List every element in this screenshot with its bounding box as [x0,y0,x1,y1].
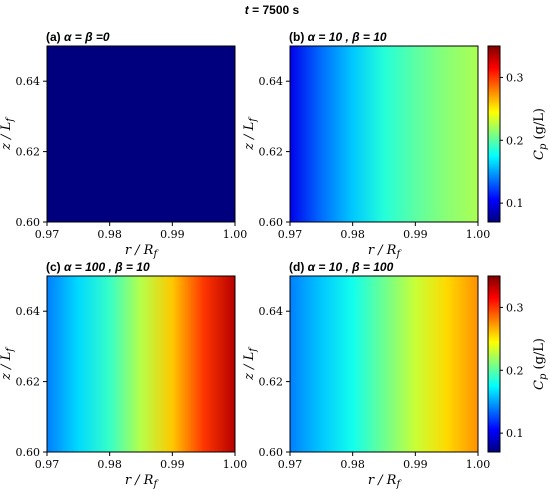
colorbar-tick-label: 0.1 [506,427,524,440]
colorbar-label-unit: (g/L) [532,338,547,374]
x-tick-label: 1.00 [223,228,248,241]
y-tick-label: 0.62 [259,146,284,159]
colorbar-tick-label: 0.2 [506,134,524,147]
heatmap-field-c [47,276,235,452]
x-axis-label-b: r / Rf [368,243,403,260]
colorbar-tick-label: 0.3 [506,71,524,84]
colorbar-d: 0.1 0.2 0.3 Cp (g/L) [487,275,549,453]
supertitle-variable: t [245,3,250,17]
x-tick-label: 1.00 [223,458,248,471]
y-axis-label-c: z / Lf [0,346,16,381]
panel-title-c: (c) α = 100 , β = 10 [46,260,150,274]
x-tick-label: 1.00 [466,228,491,241]
panel-title-params: α = β =0 [64,30,110,44]
x-tick-label: 0.99 [403,228,428,241]
colorbar-label: Cp (g/L) [532,108,549,160]
x-tick-label: 1.00 [466,458,491,471]
y-tick-label: 0.64 [16,75,41,88]
panel-b: (b) α = 10 , β = 10 0.97 0.98 0.99 1.00 0.60 0… [242,30,549,260]
panel-d: (d) α = 10 , β = 100 0.97 0.98 0.99 1.00 0.60… [242,260,549,490]
colorbar-tick-label: 0.1 [506,197,524,210]
y-tick-label: 0.60 [259,446,284,459]
x-tick-label: 0.99 [160,228,185,241]
y-axis-label-a: z / Lf [0,116,16,151]
colorbar-label-unit: (g/L) [532,108,547,144]
y-axis-label-d-main: z / L [242,352,257,381]
heatmap-field-d [290,276,478,452]
plot-frame-a [46,45,236,223]
x-axis-label-d-sub: f [395,479,402,490]
panel-title-a: (a) α = β =0 [46,30,110,44]
colorbar-label-var: C [532,150,547,160]
y-tick-label: 0.62 [16,146,41,159]
panel-title-prefix: (b) [289,30,308,44]
panel-title-params: α = 10 , β = 10 [308,30,387,44]
y-tick-label: 0.62 [259,376,284,389]
panel-a: (a) α = β =0 0.97 0.98 0.99 1.00 0.60 0.62 0.64… [0,30,247,260]
panel-title-prefix: (a) [46,30,64,44]
plot-frame-d [289,275,479,453]
x-axis-label-c-main: r / R [125,473,154,488]
y-axis-label-b: z / Lf [242,116,259,151]
x-axis-label-d-main: r / R [368,473,397,488]
heatmap-field-a [47,46,235,222]
y-tick-label: 0.64 [16,305,41,318]
x-axis-label-a: r / Rf [125,243,160,260]
x-tick-label: 0.99 [160,458,185,471]
colorbar-bar [487,275,501,453]
colorbar-label: Cp (g/L) [532,338,549,390]
x-axis-label-a-sub: f [152,249,159,260]
y-tick-label: 0.64 [259,75,284,88]
x-tick-label: 0.98 [97,458,122,471]
x-tick-label: 0.97 [278,458,303,471]
panel-title-prefix: (c) [46,260,64,274]
colorbar-label-sub: p [538,373,549,380]
supertitle-value: = 7500 s [249,3,300,17]
x-axis-label-c: r / Rf [125,473,160,490]
colorbar-label-var: C [532,380,547,390]
y-tick-label: 0.64 [259,305,284,318]
y-axis-label-b-main: z / L [242,122,257,151]
x-tick-label: 0.98 [97,228,122,241]
x-tick-label: 0.98 [340,458,365,471]
colorbar-tick-label: 0.2 [506,364,524,377]
y-tick-label: 0.60 [16,216,41,229]
colorbar-tick-label: 0.3 [506,301,524,314]
x-axis-label-a-main: r / R [125,243,154,258]
x-axis-label-c-sub: f [152,479,159,490]
panel-c: (c) α = 100 , β = 10 0.97 0.98 0.99 1.00 0.60… [0,260,247,490]
panel-title-prefix: (d) [289,260,308,274]
y-axis-label-a-sub: f [5,116,16,123]
y-tick-label: 0.60 [16,446,41,459]
plot-frame-c [46,275,236,453]
y-axis-label-d-sub: f [248,346,259,353]
y-tick-label: 0.60 [259,216,284,229]
x-axis-label-b-sub: f [395,249,402,260]
x-tick-label: 0.97 [35,458,60,471]
panel-title-params: α = 10 , β = 100 [308,260,394,274]
y-axis-label-d: z / Lf [242,346,259,381]
x-axis-label-d: r / Rf [368,473,403,490]
heatmap-field-b [290,46,478,222]
x-tick-label: 0.98 [340,228,365,241]
x-tick-label: 0.97 [278,228,303,241]
colorbar-b: 0.1 0.2 0.3 Cp (g/L) [487,45,549,223]
x-tick-label: 0.97 [35,228,60,241]
y-axis-label-c-sub: f [5,346,16,353]
panel-title-b: (b) α = 10 , β = 10 [289,30,387,44]
colorbar-bar [487,45,501,223]
colorbar-label-sub: p [538,143,549,150]
y-axis-label-b-sub: f [248,116,259,123]
y-axis-label-a-main: z / L [0,122,14,151]
panel-title-params: α = 100 , β = 10 [64,260,150,274]
y-axis-label-c-main: z / L [0,352,14,381]
y-tick-label: 0.62 [16,376,41,389]
figure-supertitle: t = 7500 s [245,3,300,17]
plot-frame-b [289,45,479,223]
x-tick-label: 0.99 [403,458,428,471]
panel-title-d: (d) α = 10 , β = 100 [289,260,394,274]
x-axis-label-b-main: r / R [368,243,397,258]
